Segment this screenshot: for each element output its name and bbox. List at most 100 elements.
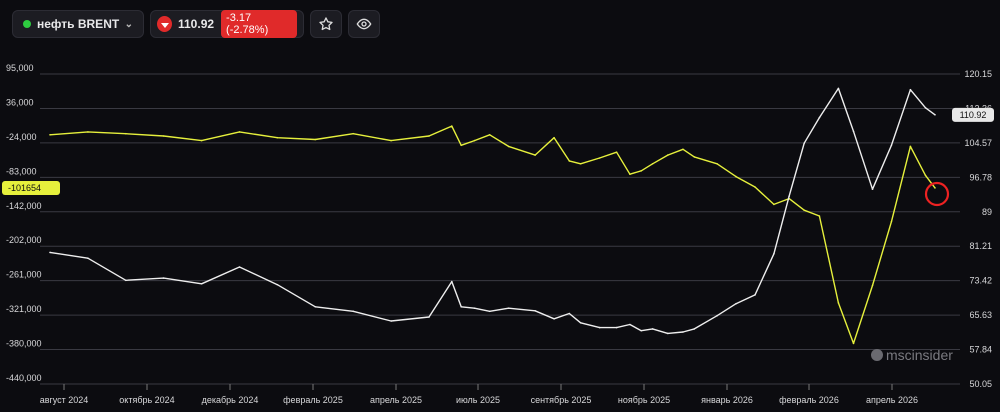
data-point <box>640 329 643 332</box>
right-axis-tick-label: 65.63 <box>969 310 992 320</box>
right-axis-tick-label: 96.78 <box>969 172 992 182</box>
data-point <box>651 163 654 165</box>
data-point <box>473 307 476 310</box>
data-point <box>924 174 927 177</box>
data-point <box>460 144 463 147</box>
instrument-selector[interactable]: нефть BRENT ⌄ <box>12 10 144 38</box>
left-axis-tick-label: -202,000 <box>6 235 42 245</box>
data-point <box>460 306 463 308</box>
x-axis-tick-label: апрель 2026 <box>866 395 918 405</box>
data-point <box>716 163 718 165</box>
data-point <box>428 135 430 137</box>
data-point <box>909 145 912 148</box>
data-point <box>754 294 756 296</box>
data-point <box>238 131 241 133</box>
highlight-circle <box>924 181 950 207</box>
x-axis-tick-label: ноябрь 2025 <box>618 395 670 405</box>
data-point <box>473 139 476 142</box>
data-point <box>314 306 317 308</box>
data-point <box>924 107 927 109</box>
change-badge: -3.17 (-2.78%) <box>221 10 297 38</box>
data-point <box>640 170 643 172</box>
data-point <box>507 145 510 148</box>
data-point <box>200 139 203 142</box>
data-point <box>488 310 491 313</box>
data-point <box>693 156 696 158</box>
eye-icon <box>356 18 372 30</box>
data-point <box>125 132 127 135</box>
data-point <box>553 136 555 139</box>
data-point <box>818 116 821 119</box>
data-point <box>352 310 355 313</box>
left-axis-tick-label: -321,000 <box>6 304 42 314</box>
x-axis-tick-label: февраль 2025 <box>283 395 343 405</box>
data-point <box>818 215 821 217</box>
favorite-button[interactable] <box>310 10 342 38</box>
right-axis-tick-label: 81.21 <box>969 241 992 251</box>
watermark: mscinsider <box>871 347 953 363</box>
data-point <box>451 125 453 127</box>
x-axis-tick-label: апрель 2025 <box>370 395 422 405</box>
data-point <box>773 253 775 255</box>
data-point <box>390 320 392 322</box>
left-axis-tick-label: -83,000 <box>6 166 37 176</box>
instrument-name: нефть BRENT <box>37 17 120 31</box>
quote-box: 110.92 -3.17 (-2.78%) <box>150 10 304 38</box>
toolbar: нефть BRENT ⌄ 110.92 -3.17 (-2.78%) <box>12 10 380 40</box>
data-point <box>352 132 355 135</box>
data-point <box>451 280 453 283</box>
data-point <box>314 138 317 141</box>
data-point <box>682 148 684 151</box>
right-axis-tick-label: 104.57 <box>964 138 992 148</box>
data-point <box>568 160 571 162</box>
data-point <box>629 173 631 175</box>
right-last-value-label: 110.92 <box>960 110 987 120</box>
data-point <box>803 209 805 211</box>
data-point <box>871 188 874 190</box>
data-point <box>162 135 165 137</box>
star-icon <box>319 17 333 31</box>
data-point <box>909 88 912 91</box>
right-axis-tick-label: 73.42 <box>969 276 992 286</box>
right-axis-tick-label: 57.84 <box>969 345 992 355</box>
left-last-value-label: -101654 <box>8 183 41 193</box>
data-point <box>428 316 430 318</box>
series-line-right <box>49 87 936 335</box>
data-point <box>87 131 89 133</box>
x-axis-tick-label: январь 2026 <box>701 395 753 405</box>
data-point <box>852 130 855 133</box>
data-point <box>651 328 654 330</box>
left-axis-tick-label: -440,000 <box>6 373 42 383</box>
x-axis-tick-label: декабрь 2024 <box>202 395 259 405</box>
data-point <box>579 322 582 324</box>
data-point <box>890 144 893 147</box>
data-point <box>598 326 601 329</box>
data-point <box>390 139 392 142</box>
x-axis-tick-label: июль 2025 <box>456 395 500 405</box>
watch-button[interactable] <box>348 10 380 38</box>
data-point <box>507 307 510 310</box>
data-point <box>837 87 840 90</box>
data-point <box>735 175 737 178</box>
data-point <box>553 318 555 320</box>
instrument-status-dot <box>23 20 31 28</box>
data-point <box>693 328 696 330</box>
chevron-down-icon: ⌄ <box>124 18 133 30</box>
data-point <box>579 163 582 165</box>
right-axis-tick-label: 120.15 <box>964 69 992 79</box>
data-point <box>890 221 893 223</box>
data-point <box>934 187 936 189</box>
data-point <box>667 154 669 156</box>
data-point <box>125 279 127 282</box>
price-value: 110.92 <box>178 17 215 31</box>
left-axis-tick-label: -142,000 <box>6 201 42 211</box>
left-axis-tick-label: 36,000 <box>6 97 34 107</box>
series-line-left <box>49 125 936 345</box>
left-last-value-tag <box>2 180 60 195</box>
data-point <box>200 283 203 285</box>
data-point <box>754 186 756 188</box>
data-point <box>934 114 936 116</box>
data-point <box>852 342 855 345</box>
data-point <box>615 326 618 329</box>
